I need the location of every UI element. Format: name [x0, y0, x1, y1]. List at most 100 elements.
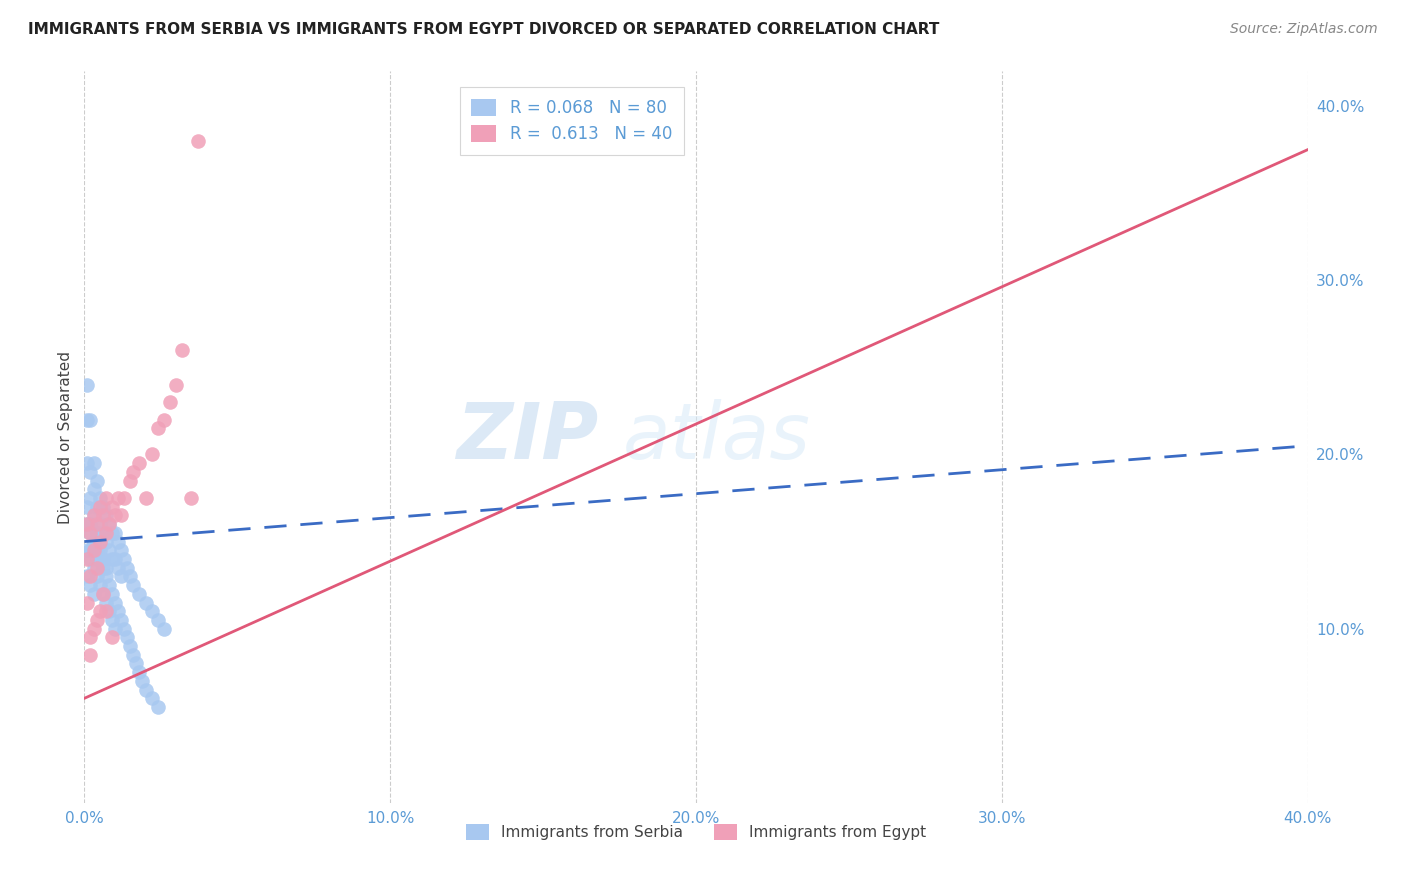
Point — [89, 491, 111, 505]
Point — [141, 448, 163, 462]
Point — [104, 525, 127, 540]
Point — [91, 508, 114, 523]
Point — [165, 377, 187, 392]
Legend: Immigrants from Serbia, Immigrants from Egypt: Immigrants from Serbia, Immigrants from … — [460, 818, 932, 847]
Point — [79, 525, 101, 540]
Point — [97, 517, 120, 532]
Point — [83, 587, 105, 601]
Point — [186, 134, 208, 148]
Point — [79, 491, 101, 505]
Point — [104, 595, 127, 609]
Point — [128, 587, 150, 601]
Point — [97, 578, 120, 592]
Point — [79, 552, 101, 566]
Point — [83, 534, 105, 549]
Point — [141, 691, 163, 706]
Point — [79, 517, 101, 532]
Point — [104, 552, 127, 566]
Point — [125, 657, 148, 671]
Point — [91, 525, 114, 540]
Point — [76, 500, 98, 514]
Point — [76, 569, 98, 583]
Point — [83, 560, 105, 574]
Point — [83, 622, 105, 636]
Point — [76, 456, 98, 470]
Point — [97, 517, 120, 532]
Point — [110, 613, 132, 627]
Point — [120, 474, 142, 488]
Point — [76, 517, 98, 532]
Point — [115, 560, 138, 574]
Point — [180, 491, 202, 505]
Point — [89, 500, 111, 514]
Point — [110, 508, 132, 523]
Point — [135, 491, 157, 505]
Point — [107, 560, 129, 574]
Point — [120, 639, 142, 653]
Point — [76, 517, 98, 532]
Text: IMMIGRANTS FROM SERBIA VS IMMIGRANTS FROM EGYPT DIVORCED OR SEPARATED CORRELATIO: IMMIGRANTS FROM SERBIA VS IMMIGRANTS FRO… — [28, 22, 939, 37]
Point — [135, 682, 157, 697]
Point — [110, 543, 132, 558]
Point — [91, 500, 114, 514]
Point — [112, 622, 135, 636]
Point — [83, 508, 105, 523]
Y-axis label: Divorced or Separated: Divorced or Separated — [58, 351, 73, 524]
Point — [86, 569, 108, 583]
Point — [94, 491, 117, 505]
Text: Source: ZipAtlas.com: Source: ZipAtlas.com — [1230, 22, 1378, 37]
Point — [83, 456, 105, 470]
Point — [172, 343, 194, 357]
Text: atlas: atlas — [623, 399, 810, 475]
Point — [89, 552, 111, 566]
Point — [86, 560, 108, 574]
Point — [76, 595, 98, 609]
Point — [122, 578, 145, 592]
Point — [97, 543, 120, 558]
Point — [79, 465, 101, 479]
Point — [86, 552, 108, 566]
Point — [146, 613, 169, 627]
Point — [101, 525, 124, 540]
Point — [94, 560, 117, 574]
Point — [83, 534, 105, 549]
Point — [128, 665, 150, 680]
Point — [89, 534, 111, 549]
Point — [101, 552, 124, 566]
Point — [91, 560, 114, 574]
Point — [83, 543, 105, 558]
Point — [94, 525, 117, 540]
Point — [86, 517, 108, 532]
Point — [101, 587, 124, 601]
Point — [104, 622, 127, 636]
Point — [91, 552, 114, 566]
Point — [101, 613, 124, 627]
Point — [159, 395, 181, 409]
Point — [110, 569, 132, 583]
Point — [120, 569, 142, 583]
Point — [76, 543, 98, 558]
Point — [79, 569, 101, 583]
Point — [94, 534, 117, 549]
Point — [86, 500, 108, 514]
Point — [104, 508, 127, 523]
Point — [89, 517, 111, 532]
Point — [112, 552, 135, 566]
Point — [153, 622, 176, 636]
Point — [83, 508, 105, 523]
Point — [146, 421, 169, 435]
Point — [79, 525, 101, 540]
Point — [112, 491, 135, 505]
Point — [89, 604, 111, 618]
Point — [115, 631, 138, 645]
Point — [86, 474, 108, 488]
Point — [86, 525, 108, 540]
Point — [79, 578, 101, 592]
Point — [79, 543, 101, 558]
Point — [79, 631, 101, 645]
Point — [94, 604, 117, 618]
Point — [89, 543, 111, 558]
Point — [76, 412, 98, 426]
Point — [91, 587, 114, 601]
Point — [107, 491, 129, 505]
